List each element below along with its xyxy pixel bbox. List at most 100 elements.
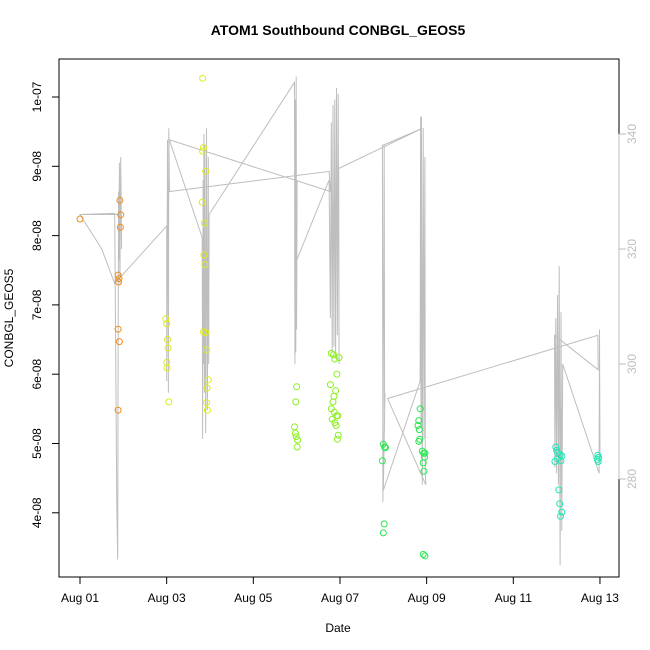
data-point xyxy=(292,398,300,406)
data-point xyxy=(200,219,208,227)
data-point xyxy=(204,376,212,384)
data-point xyxy=(203,384,211,392)
data-point xyxy=(200,144,207,152)
y-tick-label: 8e-08 xyxy=(30,220,44,251)
data-point xyxy=(555,486,563,494)
data-point xyxy=(594,458,602,465)
data-point xyxy=(558,508,566,516)
data-point xyxy=(198,198,206,206)
data-point xyxy=(415,426,423,434)
data-point xyxy=(330,351,337,359)
data-point xyxy=(117,211,125,219)
x-tick-label: Aug 09 xyxy=(408,591,446,605)
data-point xyxy=(329,398,337,406)
data-point xyxy=(116,196,124,204)
data-point xyxy=(291,423,298,431)
x-axis-label: Date xyxy=(325,621,351,635)
y-tick-label: 1e-07 xyxy=(30,81,44,112)
data-point xyxy=(164,336,171,343)
y2-tick-label: 300 xyxy=(625,354,639,374)
data-point xyxy=(291,429,299,437)
data-point xyxy=(163,364,171,372)
data-point xyxy=(326,381,334,389)
x-tick-label: Aug 01 xyxy=(61,591,99,605)
data-point xyxy=(199,147,207,155)
data-point xyxy=(416,405,424,413)
data-point xyxy=(200,251,208,259)
data-point xyxy=(115,275,123,283)
data-point xyxy=(330,408,338,416)
data-point xyxy=(114,406,122,414)
data-point xyxy=(414,422,422,429)
data-point xyxy=(552,443,560,451)
y-tick-label: 4e-08 xyxy=(30,497,44,528)
y2-tick-label: 280 xyxy=(625,469,639,489)
data-point xyxy=(419,550,427,558)
data-point xyxy=(292,433,300,441)
data-point xyxy=(115,278,123,286)
x-axis: Aug 01 Aug 03 Aug 05 Aug 07 Aug 09 Aug 11 Aug … xyxy=(61,576,619,605)
data-point xyxy=(76,215,84,223)
data-point xyxy=(334,431,342,439)
data-point xyxy=(420,467,428,475)
data-point xyxy=(202,167,210,175)
x-tick-label: Aug 11 xyxy=(495,591,532,605)
data-point xyxy=(333,435,341,443)
data-point xyxy=(331,355,339,363)
x-tick-label: Aug 03 xyxy=(148,591,186,605)
data-point xyxy=(201,261,209,269)
y-axis-right: 280 300 320 340 xyxy=(618,124,639,489)
data-point xyxy=(334,412,342,420)
y2-tick-label: 320 xyxy=(625,239,639,259)
data-point xyxy=(333,370,341,378)
data-point xyxy=(165,398,173,406)
data-point xyxy=(379,529,387,537)
y-axis-label: CONBGL_GEOS5 xyxy=(2,268,16,367)
x-tick-label: Aug 05 xyxy=(234,591,272,605)
x-tick-label: Aug 07 xyxy=(321,591,359,605)
data-point xyxy=(380,520,388,528)
data-point xyxy=(114,271,122,279)
data-point xyxy=(595,453,603,461)
data-point xyxy=(556,500,564,508)
x-tick-label: Aug 13 xyxy=(581,591,619,605)
data-point xyxy=(378,457,386,465)
secondary-series-line xyxy=(79,76,601,566)
y-tick-label: 6e-08 xyxy=(30,359,44,390)
data-point xyxy=(164,344,172,352)
points-layer xyxy=(76,74,603,560)
data-point xyxy=(116,223,124,231)
y-tick-label: 9e-08 xyxy=(30,151,44,182)
chart-title: ATOM1 Southbound CONBGL_GEOS5 xyxy=(211,22,466,38)
data-point xyxy=(203,399,210,407)
data-point xyxy=(557,457,565,465)
data-point xyxy=(114,325,122,333)
y-tick-label: 5e-08 xyxy=(30,428,44,459)
data-point xyxy=(294,436,301,444)
data-point xyxy=(557,512,564,520)
data-point xyxy=(415,417,423,425)
data-point xyxy=(199,74,207,82)
data-point xyxy=(203,406,211,414)
data-point xyxy=(381,443,389,451)
data-point xyxy=(415,437,423,445)
secondary-series-layer xyxy=(79,76,601,566)
data-point xyxy=(332,422,340,429)
data-point xyxy=(163,320,171,328)
data-point xyxy=(203,346,210,354)
data-point xyxy=(335,354,343,362)
y-tick-label: 7e-08 xyxy=(30,289,44,320)
data-point xyxy=(162,315,170,323)
data-point xyxy=(115,338,123,346)
data-point xyxy=(382,444,389,452)
y2-tick-label: 340 xyxy=(625,124,639,144)
y-axis: 4e-08 5e-08 6e-08 7e-08 8e-08 9e-08 1e-07 xyxy=(30,81,60,528)
data-point xyxy=(330,392,338,400)
data-point xyxy=(202,329,210,337)
data-point xyxy=(293,383,301,391)
data-point xyxy=(293,443,301,451)
data-point xyxy=(332,387,340,395)
data-point xyxy=(419,459,427,467)
data-point xyxy=(421,449,429,457)
